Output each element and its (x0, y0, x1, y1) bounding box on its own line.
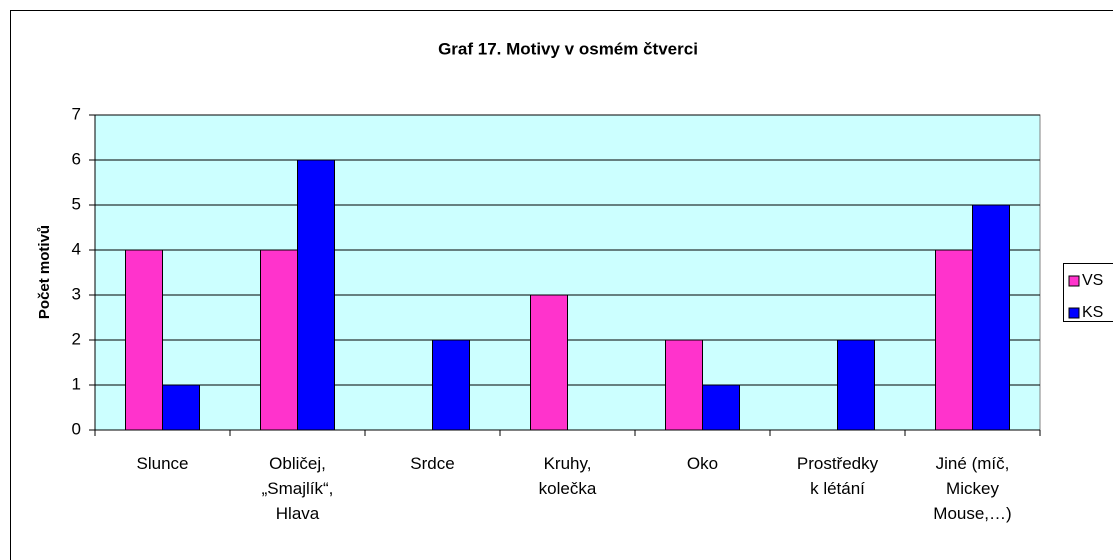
bar (162, 384, 200, 431)
legend-swatch (1068, 307, 1080, 319)
bar (530, 294, 568, 431)
y-tick-label: 6 (72, 149, 81, 168)
chart-title: Graf 17. Motivy v osmém čtverci (438, 39, 698, 58)
y-tick-label: 5 (72, 194, 81, 213)
bar (935, 249, 973, 431)
bar (260, 249, 298, 431)
legend-label: VS (1082, 272, 1103, 289)
x-tick-label: Prostředky k létání (797, 454, 879, 498)
x-tick-label: Kruhy, kolečka (539, 454, 597, 498)
legend-swatch (1068, 275, 1080, 287)
bar (297, 159, 335, 431)
bar (972, 204, 1010, 431)
y-tick-label: 0 (72, 419, 81, 438)
bar (125, 249, 163, 431)
y-tick-label: 7 (72, 104, 81, 123)
y-tick-label: 4 (72, 239, 81, 258)
legend-label: KS (1082, 304, 1103, 321)
bar (432, 339, 470, 431)
bar (702, 384, 740, 431)
y-axis-label: Počet motivů (36, 225, 53, 319)
x-tick-label: Oko (687, 454, 718, 473)
x-tick-label: Srdce (410, 454, 454, 473)
y-tick-label: 2 (72, 329, 81, 348)
y-tick-label: 1 (72, 374, 81, 393)
y-tick-label: 3 (72, 284, 81, 303)
x-tick-label: Jiné (míč, Mickey Mouse,…) (933, 454, 1011, 523)
x-tick-label: Slunce (137, 454, 189, 473)
x-tick-label: Obličej, „Smajlík“, Hlava (262, 454, 334, 523)
bar (665, 339, 703, 431)
bar (837, 339, 875, 431)
